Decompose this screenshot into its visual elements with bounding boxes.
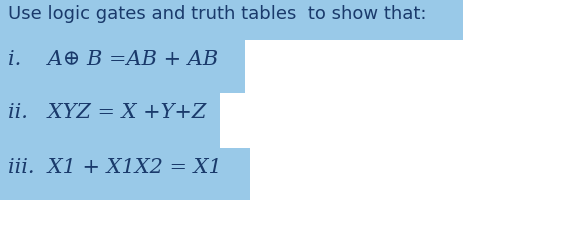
FancyBboxPatch shape [0, 93, 220, 148]
Text: Use logic gates and truth tables  to show that:: Use logic gates and truth tables to show… [8, 5, 426, 23]
FancyBboxPatch shape [0, 148, 250, 200]
FancyBboxPatch shape [0, 40, 245, 93]
Text: ii.   XYZ = X +Y+Z: ii. XYZ = X +Y+Z [8, 103, 206, 122]
FancyBboxPatch shape [0, 0, 463, 40]
Text: iii.  X1 + X1X2 = X1: iii. X1 + X1X2 = X1 [8, 158, 222, 177]
Text: i.    A⊕ B =AB + AB: i. A⊕ B =AB + AB [8, 50, 218, 69]
